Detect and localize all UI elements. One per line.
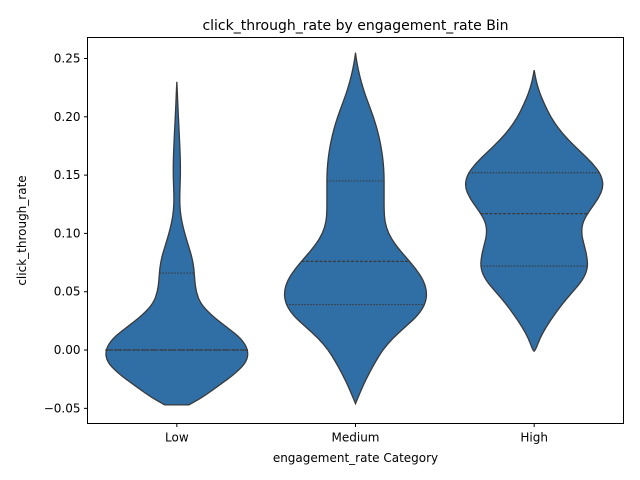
plot-area — [105, 52, 604, 406]
y-tick-label: 0.05 — [54, 285, 81, 299]
y-tick-label: −0.05 — [44, 401, 81, 415]
violin-medium — [283, 52, 428, 406]
y-tick-label: 0.20 — [54, 110, 81, 124]
x-axis-label: engagement_rate Category — [273, 451, 438, 465]
axes-frame — [87, 37, 624, 424]
chart-title: click_through_rate by engagement_rate Bi… — [202, 18, 508, 34]
y-tick-label: 0.15 — [54, 168, 81, 182]
y-tick-label: 0.10 — [54, 226, 81, 240]
x-tick-label: High — [520, 431, 548, 445]
violin-low — [105, 81, 249, 406]
y-axis-label: click_through_rate — [15, 175, 29, 285]
y-axis: −0.05 0.00 0.05 0.10 0.15 0.20 0.25 — [44, 51, 88, 415]
x-axis: Low Medium High — [165, 423, 548, 445]
violin-high — [464, 70, 604, 353]
x-tick-label: Medium — [332, 431, 380, 445]
x-tick-label: Low — [165, 431, 189, 445]
y-tick-label: 0.25 — [54, 51, 81, 65]
y-tick-label: 0.00 — [54, 343, 81, 357]
